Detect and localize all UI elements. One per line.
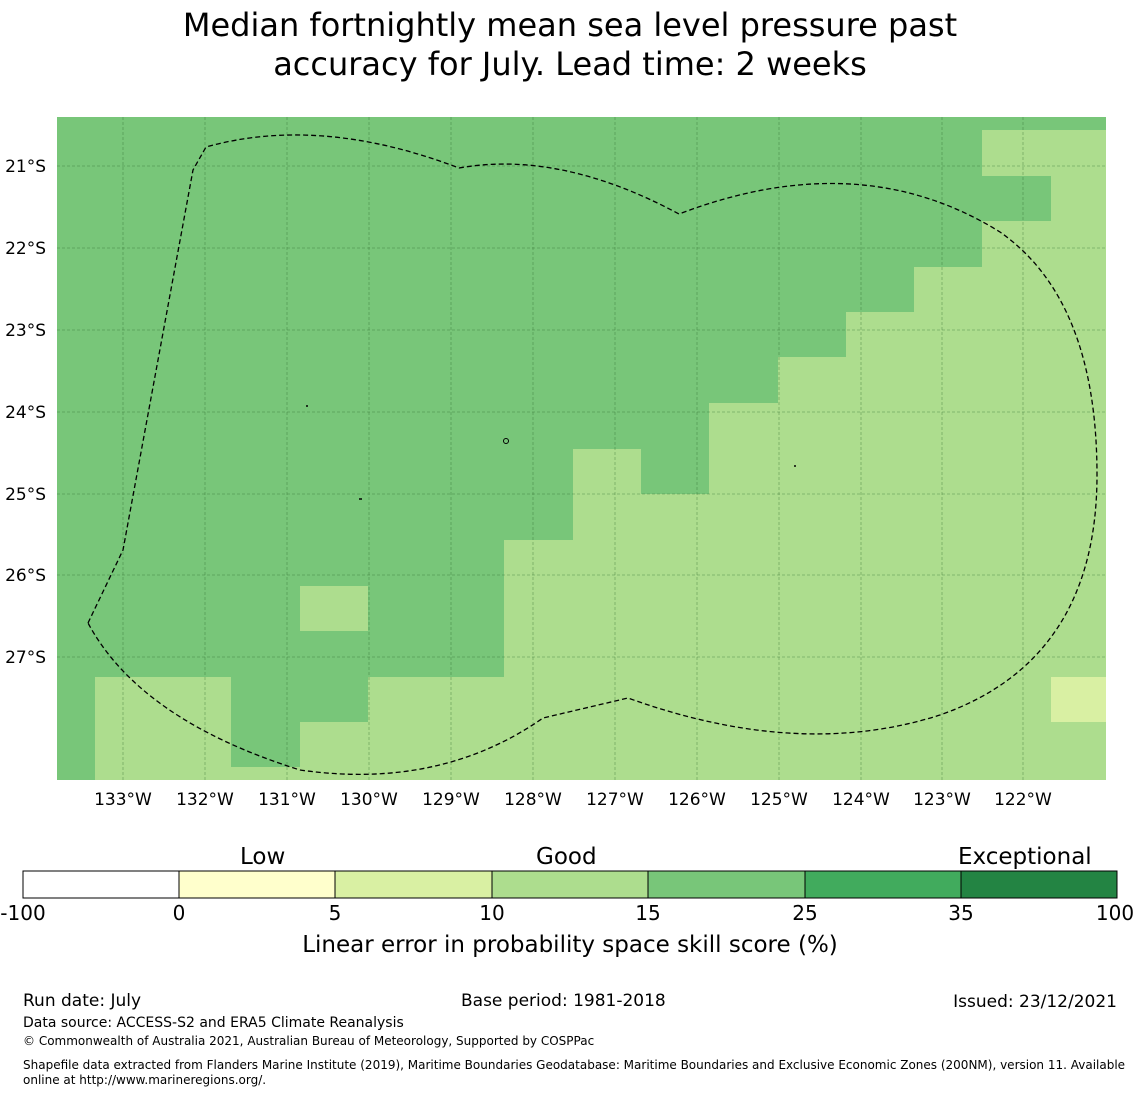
lon-label: 128°W (504, 790, 562, 810)
base-period: Base period: 1981-2018 (461, 991, 666, 1011)
colorbar-tick-label: 25 (792, 901, 817, 925)
lon-label: 129°W (422, 790, 480, 810)
colorbar-segment (178, 870, 336, 899)
colorbar-segment (804, 870, 962, 899)
colorbar-segment (491, 870, 649, 899)
lat-label: 25°S (5, 485, 46, 505)
lon-label: 124°W (832, 790, 890, 810)
colorbar-tick-label: 10 (479, 901, 504, 925)
colorbar-label: Linear error in probability space skill … (302, 932, 838, 958)
title-line-1: Median fortnightly mean sea level pressu… (182, 6, 958, 44)
eez-boundary (87, 134, 1098, 775)
colorbar-category-low: Low (240, 844, 286, 870)
shapefile-credit-line-1: Shapefile data extracted from Flanders M… (23, 1058, 1126, 1072)
issued-date: Issued: 23/12/2021 (953, 992, 1117, 1012)
colorbar-tick-label: 5 (329, 901, 342, 925)
data-source: Data source: ACCESS-S2 and ERA5 Climate … (23, 1015, 404, 1031)
gridlines (57, 117, 1106, 780)
colorbar-segment (960, 870, 1118, 899)
title-line-2: accuracy for July. Lead time: 2 weeks (273, 45, 867, 83)
lon-label: 125°W (750, 790, 808, 810)
lon-label: 132°W (176, 790, 234, 810)
lon-label: 122°W (994, 790, 1052, 810)
run-date: Run date: July (23, 991, 142, 1011)
lat-label: 27°S (5, 648, 46, 668)
colorbar-tick-label: 35 (948, 901, 973, 925)
colorbar-segment (647, 870, 806, 899)
lon-label: 126°W (668, 790, 726, 810)
copyright: © Commonwealth of Australia 2021, Austra… (23, 1034, 595, 1048)
colorbar-tick-label: 100 (1096, 901, 1134, 925)
colorbar (22, 870, 1118, 899)
lon-label: 127°W (586, 790, 644, 810)
colorbar-category-good: Good (536, 844, 597, 870)
colorbar-segment (334, 870, 493, 899)
colorbar-tick-label: 15 (635, 901, 660, 925)
shapefile-credit-line-2: online at http://www.marineregions.org/. (23, 1073, 267, 1087)
chart-title: Median fortnightly mean sea level pressu… (0, 6, 1140, 84)
lat-label: 22°S (5, 239, 46, 259)
lat-label: 23°S (5, 321, 46, 341)
colorbar-category-exceptional: Exceptional (958, 844, 1092, 870)
colorbar-tick-label: -100 (0, 901, 45, 925)
lat-label: 21°S (5, 157, 46, 177)
lon-label: 130°W (340, 790, 398, 810)
island-markers (306, 405, 796, 500)
lat-label: 24°S (5, 403, 46, 423)
skill-region-5-10 (1051, 677, 1106, 722)
lon-label: 133°W (94, 790, 152, 810)
lon-label: 123°W (913, 790, 971, 810)
lon-label: 131°W (258, 790, 316, 810)
colorbar-tick-label: 0 (173, 901, 186, 925)
skill-region-10-15 (95, 130, 1106, 780)
lat-label: 26°S (5, 566, 46, 586)
colorbar-segment (22, 870, 180, 899)
